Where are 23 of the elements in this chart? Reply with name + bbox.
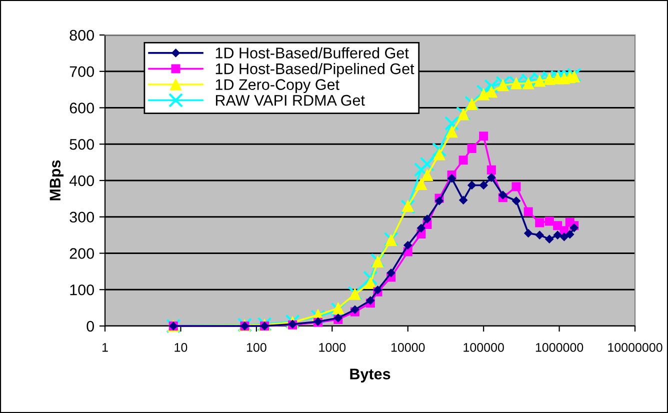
y-tick-label: 100 (70, 284, 94, 296)
y-tick-label: 600 (70, 102, 94, 114)
x-tick-label: 1000000 (536, 342, 584, 352)
x-tick-label: 100 (246, 342, 266, 352)
y-tick-label: 500 (70, 138, 94, 150)
x-axis-title: Bytes (350, 368, 390, 382)
y-tick-label: 300 (70, 212, 94, 223)
y-tick-label: 800 (70, 30, 94, 41)
y-tick-label: 400 (69, 175, 94, 186)
legend-label: 1D Zero-Copy Get (216, 79, 340, 94)
x-tick-label: 1000 (319, 342, 346, 352)
legend-label: 1D Host-Based/Pipelined Get (216, 62, 414, 78)
x-tick-label: 1 (102, 343, 108, 352)
x-tick-label: 10000 (391, 342, 425, 352)
x-tick-label: 10000000 (608, 342, 662, 352)
y-axis-title: MBps (50, 160, 64, 200)
x-tick-label: 100000 (464, 342, 504, 352)
x-tick-label: 10 (174, 342, 188, 352)
y-tick-label: 200 (70, 248, 94, 259)
y-tick-label: 700 (70, 66, 94, 78)
legend-label: 1D Host-Based/Buffered Get (216, 47, 409, 58)
legend-label: RAW VAPI RDMA Get (216, 94, 365, 106)
y-tick-label: 0 (86, 320, 94, 332)
